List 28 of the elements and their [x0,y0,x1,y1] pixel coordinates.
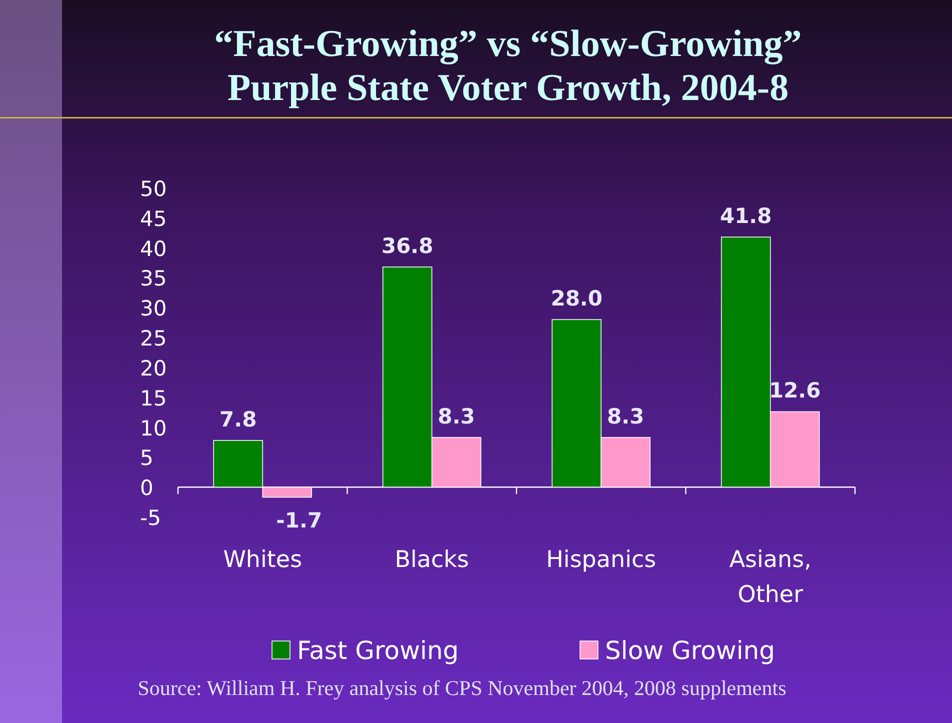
y-tick-label: 15 [140,386,167,410]
data-label: 36.8 [381,234,434,258]
x-tick-label: Blacks [394,547,469,573]
y-tick-label: 5 [140,446,154,470]
x-tick-label: Whites [223,547,302,573]
source-note: Source: William H. Frey analysis of CPS November 2004, 2008 supplements [138,676,786,700]
data-label: -1.7 [276,508,322,532]
data-label: 8.3 [438,404,475,428]
y-tick-label: -5 [140,506,161,530]
legend-label: Slow Growing [605,636,776,665]
y-tick-label: 40 [140,236,167,261]
y-tick-label: 35 [140,266,167,291]
y-tick-label: 45 [140,206,167,231]
x-tick-label: Hispanics [546,547,656,573]
data-label: 7.8 [220,407,257,432]
y-tick-label: 20 [140,356,167,380]
data-label: 8.3 [607,404,644,428]
data-label: 28.0 [550,286,603,311]
y-tick-label: 30 [140,296,167,321]
data-label: 41.8 [720,204,772,228]
y-tick-label: 25 [140,326,167,351]
legend-label: Fast Growing [297,636,459,665]
y-tick-label: 10 [140,416,167,440]
chart-title: “Fast-Growing” vs “Slow-Growing” Purple State Voter Growth, 2004-8 [214,23,802,109]
y-tick-label: 50 [140,177,167,201]
data-label: 12.6 [768,378,821,403]
y-tick-label: 0 [140,476,154,500]
x-tick-label: Asians, Other [729,547,812,608]
